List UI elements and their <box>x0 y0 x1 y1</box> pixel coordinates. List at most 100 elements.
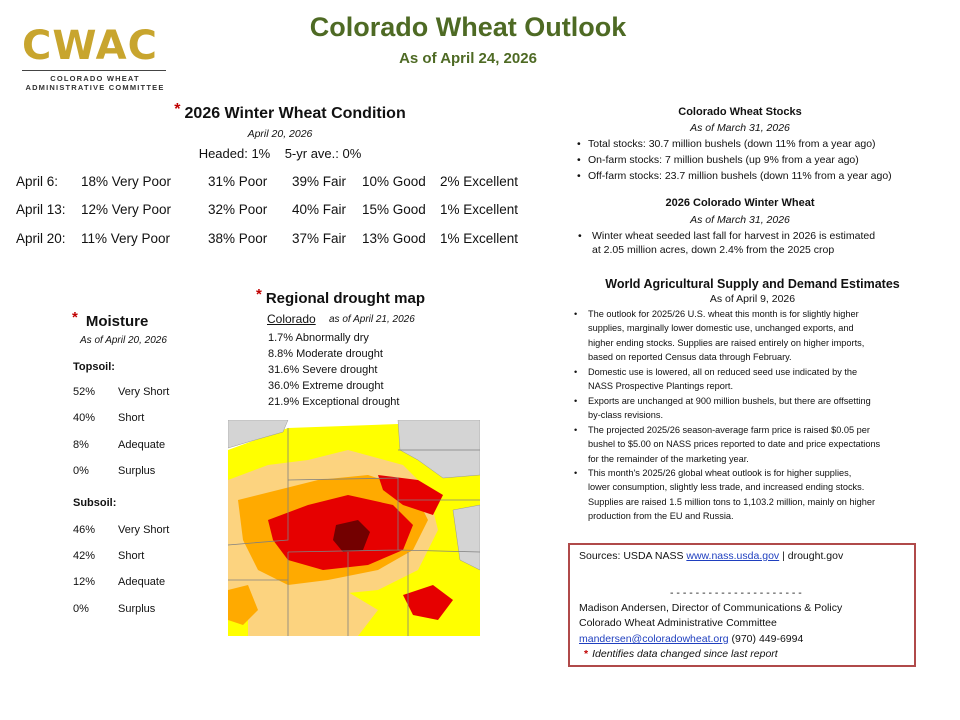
label: Short <box>118 550 145 562</box>
stocks-item: • On-farm stocks: 7 million bushels (up 9… <box>577 153 948 167</box>
very-poor: 12% Very Poor <box>81 202 172 217</box>
fair: 40% Fair <box>292 202 347 217</box>
wasde-line: Domestic use is lowered, all on reduced … <box>588 367 858 377</box>
stocks-date: As of March 31, 2026 <box>690 122 790 134</box>
wasde-line: This month's 2025/26 global wheat outloo… <box>588 468 852 478</box>
map-no-drought-east <box>452 504 480 571</box>
wasde-line: by-class revisions. <box>588 410 664 421</box>
wasde-line: production from the EU and Russia. <box>588 510 734 521</box>
bullet-icon: • <box>574 309 578 319</box>
wasde-date: As of April 9, 2026 <box>709 293 796 305</box>
drought-map <box>228 420 480 636</box>
bullet-icon: • <box>577 138 581 150</box>
fair: 39% Fair <box>292 174 347 189</box>
row-date: April 20: <box>16 231 66 246</box>
map-extreme-south <box>403 585 453 620</box>
bullet-icon: • <box>577 170 581 182</box>
moisture-heading: * Moisture <box>72 309 149 330</box>
good: 10% Good <box>362 174 426 189</box>
map-severe-southwest <box>228 585 258 625</box>
moisture-title: Moisture <box>85 313 149 330</box>
sources-prefix: Sources: USDA NASS <box>579 550 687 562</box>
bullet-icon: • <box>574 425 578 435</box>
wasde-item: • Domestic use is lowered, all on reduce… <box>574 365 940 394</box>
pct: 0% <box>73 465 89 477</box>
logo-line1: COLORADO WHEAT <box>50 74 140 83</box>
label: Adequate <box>118 576 166 588</box>
pct: 42% <box>73 550 96 562</box>
map-state-borders <box>228 428 480 636</box>
subsoil-label: Subsoil: <box>73 497 117 509</box>
excellent: 1% Excellent <box>440 231 519 246</box>
nass-link[interactable]: www.nass.usda.gov <box>686 550 780 562</box>
email-link[interactable]: mandersen@coloradowheat.org <box>579 633 729 645</box>
changed-star-icon: * <box>72 309 78 326</box>
bullet-icon: • <box>577 154 581 166</box>
logo-rule <box>22 70 166 71</box>
row-date: April 6: <box>16 174 59 189</box>
legend-note: * Identifies data changed since last repo… <box>584 648 778 660</box>
drought-row: 8.8% Moderate drought <box>268 348 383 360</box>
excellent: 1% Excellent <box>440 202 519 217</box>
bullet-icon: • <box>574 468 578 478</box>
label: Very Short <box>118 386 170 398</box>
poor: 38% Poor <box>208 231 268 246</box>
wasde-line: lower consumption, slightly less trade, … <box>588 482 865 493</box>
fair: 37% Fair <box>292 231 347 246</box>
contact-phone: (970) 449-6994 <box>728 633 804 645</box>
wasde-title: World Agricultural Supply and Demand Est… <box>605 277 900 291</box>
map-moderate-south <box>248 570 378 636</box>
winter-wheat-date: As of March 31, 2026 <box>690 214 790 226</box>
pct: 12% <box>73 576 96 588</box>
pct: 8% <box>73 439 89 451</box>
very-poor: 18% Very Poor <box>81 174 172 189</box>
stocks-item: • Off-farm stocks: 23.7 million bushels (… <box>577 169 948 183</box>
drought-title: Regional drought map <box>265 290 426 307</box>
legend-note-text: Identifies data changed since last repor… <box>592 648 778 660</box>
drought-row: 21.9% Exceptional drought <box>268 396 400 408</box>
stocks-text: Off-farm stocks: 23.7 million bushels (d… <box>588 170 892 182</box>
drought-date: as of April 21, 2026 <box>329 314 415 325</box>
changed-star-icon: * <box>584 648 589 660</box>
wasde-line: The projected 2025/26 season-average far… <box>588 425 870 435</box>
wasde-line: supplies, marginally lower domestic use,… <box>588 323 854 334</box>
changed-star-icon: * <box>174 101 181 118</box>
wasde-line: for the remainder of the marketing year. <box>588 453 749 464</box>
contact-name: Madison Andersen, Director of Communicat… <box>579 602 843 614</box>
condition-headed: Headed: 1% 5-yr ave.: 0% <box>150 146 410 161</box>
changed-star-icon: * <box>256 286 262 303</box>
condition-date: April 20, 2026 <box>247 128 313 140</box>
label: Surplus <box>118 603 156 615</box>
drought-state: Colorado <box>267 312 316 326</box>
sources-suffix: | drought.gov <box>779 550 844 562</box>
page-title: Colorado Wheat Outlook <box>309 12 627 42</box>
winter-wheat-item: • Winter wheat seeded last fall for harv… <box>578 229 942 257</box>
headed-value: Headed: 1% <box>198 146 271 161</box>
drought-row: 31.6% Severe drought <box>268 364 378 376</box>
page-subtitle: As of April 24, 2026 <box>399 50 537 67</box>
bullet-icon: • <box>578 230 582 242</box>
poor: 31% Poor <box>208 174 268 189</box>
wasde-item: • The projected 2025/26 season-average f… <box>574 423 940 466</box>
label: Very Short <box>118 524 170 536</box>
condition-heading: * 2026 Winter Wheat Condition <box>160 101 420 123</box>
label: Short <box>118 412 145 424</box>
condition-title: 2026 Winter Wheat Condition <box>184 105 406 122</box>
pct: 46% <box>73 524 96 536</box>
logo-mark: CWAC <box>22 23 158 69</box>
wasde-line: higher ending stocks. Supplies are raise… <box>588 337 865 348</box>
wasde-item: • Exports are unchanged at 900 million b… <box>574 394 940 423</box>
map-no-drought-west <box>228 420 289 449</box>
sources-box: Sources: USDA NASS www.nass.usda.gov | d… <box>568 543 916 667</box>
contact-org: Colorado Wheat Administrative Committee <box>579 617 777 629</box>
winter-wheat-line: at 2.05 million acres, down 2.4% from th… <box>592 244 835 256</box>
headed-average: 5-yr ave.: 0% <box>284 146 362 161</box>
bullet-icon: • <box>574 367 578 377</box>
contact-line: mandersen@coloradowheat.org (970) 449-69… <box>579 633 803 645</box>
pct: 52% <box>73 386 96 398</box>
topsoil-label: Topsoil: <box>73 361 115 373</box>
label: Adequate <box>118 439 166 451</box>
sources-divider: - - - - - - - - - - - - - - - - - - - - … <box>670 587 802 599</box>
wasde-item: • The outlook for 2025/26 U.S. wheat thi… <box>574 307 940 364</box>
winter-wheat-line: Winter wheat seeded last fall for harves… <box>592 230 876 242</box>
